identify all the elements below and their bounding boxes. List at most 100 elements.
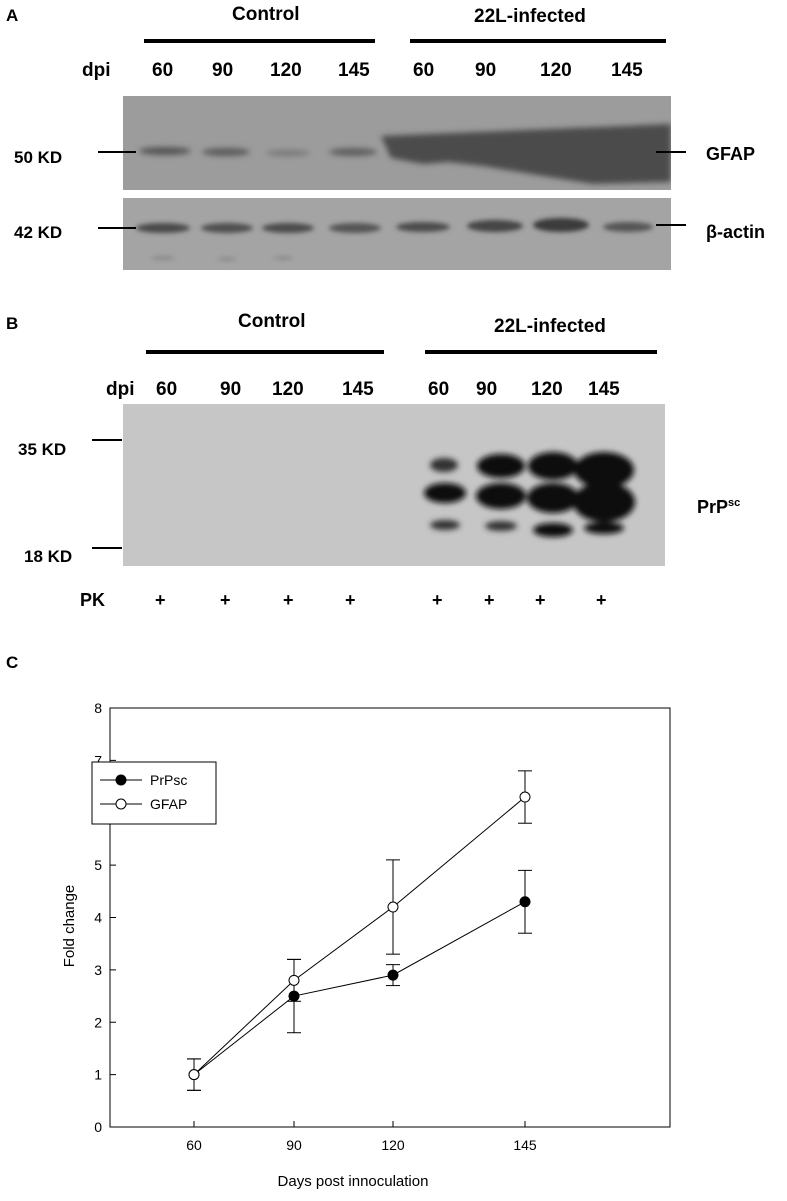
chart-error-bars [187, 770, 532, 1091]
actin-band [201, 223, 253, 233]
panel-a-dpi-value: 120 [540, 60, 572, 81]
panel-a-dpi-value: 120 [270, 60, 302, 81]
prpsc-band [430, 520, 460, 530]
actin-band [262, 223, 314, 233]
x-tick-label: 120 [381, 1137, 405, 1153]
prpsc-blot-background [123, 404, 665, 566]
actin-faint-band [151, 256, 175, 260]
legend-box [91, 761, 217, 825]
actin-pointer [656, 224, 686, 226]
panel-a-dpi-value: 90 [475, 60, 497, 81]
pk-mark: + [345, 590, 356, 610]
actin-band [533, 218, 589, 232]
kd-35-label: 35 KD [18, 440, 67, 459]
y-axis-label: Fold change [61, 885, 78, 968]
chart-series-lines [193, 796, 526, 1076]
gfap-blot [123, 96, 671, 190]
prpsc-band [573, 482, 635, 522]
y-tick-label: 5 [94, 857, 102, 873]
panel-b-dpi-value: 60 [156, 379, 178, 400]
prpsc-band [424, 483, 466, 503]
data-point-gfap [288, 974, 300, 986]
chart-markers [188, 791, 531, 1081]
prpsc-label-main: PrP [697, 497, 729, 517]
kd-42-tick [98, 227, 136, 229]
gfap-band [266, 150, 310, 156]
pk-mark: + [484, 590, 495, 610]
pk-mark: + [596, 590, 607, 610]
panel-b-dpi-value: 60 [428, 379, 450, 400]
actin-faint-band [273, 256, 293, 260]
prpsc-blot [123, 404, 665, 566]
panel-b-dpi-value: 120 [531, 379, 563, 400]
panel-b-control-header: Control [238, 311, 306, 332]
prpsc-band [430, 458, 458, 472]
x-tick-label: 60 [186, 1137, 202, 1153]
prpsc-band [485, 521, 517, 531]
panel-b-dpi-value: 145 [588, 379, 620, 400]
prpsc-band [527, 483, 579, 513]
fold-change-chart: 0123456786090120145 Days post innoculati… [61, 700, 671, 1190]
panel-a-dpi-value: 145 [338, 60, 370, 81]
gfap-band [139, 147, 191, 155]
panel-b-infected-header: 22L-infected [494, 316, 606, 337]
panel-c-letter: C [6, 653, 19, 672]
pk-mark: + [535, 590, 546, 610]
panel-a-letter: A [6, 6, 19, 25]
pk-label: PK [80, 590, 106, 610]
y-tick-label: 7 [94, 752, 102, 768]
legend-label: GFAP [150, 796, 187, 812]
pk-mark: + [220, 590, 231, 610]
gfap-band [329, 148, 377, 156]
panel-b-dpi-label: dpi [106, 379, 135, 400]
data-point-prpsc [519, 896, 531, 908]
gfap-pointer [656, 151, 686, 153]
legend-marker [115, 774, 127, 786]
prpsc-label: PrPsc [697, 497, 740, 518]
y-tick-label: 1 [94, 1067, 102, 1083]
data-point-gfap [188, 1069, 200, 1081]
legend-marker [115, 798, 127, 810]
data-point-prpsc [288, 990, 300, 1002]
panel-a-dpi-label: dpi [82, 60, 111, 81]
panel-a-infected-header: 22L-infected [474, 6, 586, 27]
actin-band [396, 222, 450, 232]
panel-b-letter: B [6, 314, 19, 333]
series-line-gfap [193, 796, 526, 1075]
actin-blot [123, 198, 671, 270]
panel-b-dpi-value: 90 [220, 379, 242, 400]
pk-mark: + [283, 590, 294, 610]
kd-18-label: 18 KD [24, 547, 73, 566]
kd-18-tick [92, 547, 122, 549]
actin-blot-background [123, 198, 671, 270]
panel-a-dpi-value: 60 [413, 60, 435, 81]
panel-b-dpi-value: 90 [476, 379, 498, 400]
data-point-gfap [387, 901, 399, 913]
gfap-band [202, 148, 250, 156]
legend-label: PrPsc [150, 772, 187, 788]
x-axis-label: Days post innoculation [278, 1173, 429, 1190]
prpsc-band [533, 523, 573, 537]
chart-tick-labels: 0123456786090120145 [94, 700, 537, 1153]
actin-band [603, 222, 653, 232]
kd-50-tick [98, 151, 136, 153]
data-point-gfap [519, 791, 531, 803]
actin-band [329, 223, 381, 233]
actin-band [467, 220, 523, 232]
series-line-prpsc [193, 901, 526, 1076]
prpsc-band [476, 483, 526, 509]
panel-b-dpi-value: 120 [272, 379, 304, 400]
panel-a-infected-rule [410, 39, 666, 43]
data-point-prpsc [387, 969, 399, 981]
panel-b-dpi-value: 145 [342, 379, 374, 400]
kd-35-tick [92, 439, 122, 441]
chart-legend: PrPsc GFAP [91, 761, 217, 825]
x-tick-label: 90 [286, 1137, 302, 1153]
pk-mark: + [155, 590, 166, 610]
panel-a-dpi-value: 90 [212, 60, 234, 81]
actin-faint-band [217, 257, 237, 261]
y-tick-label: 2 [94, 1014, 102, 1030]
panel-a-control-header: Control [232, 4, 300, 25]
prpsc-band [574, 452, 634, 488]
prpsc-band [477, 454, 525, 478]
